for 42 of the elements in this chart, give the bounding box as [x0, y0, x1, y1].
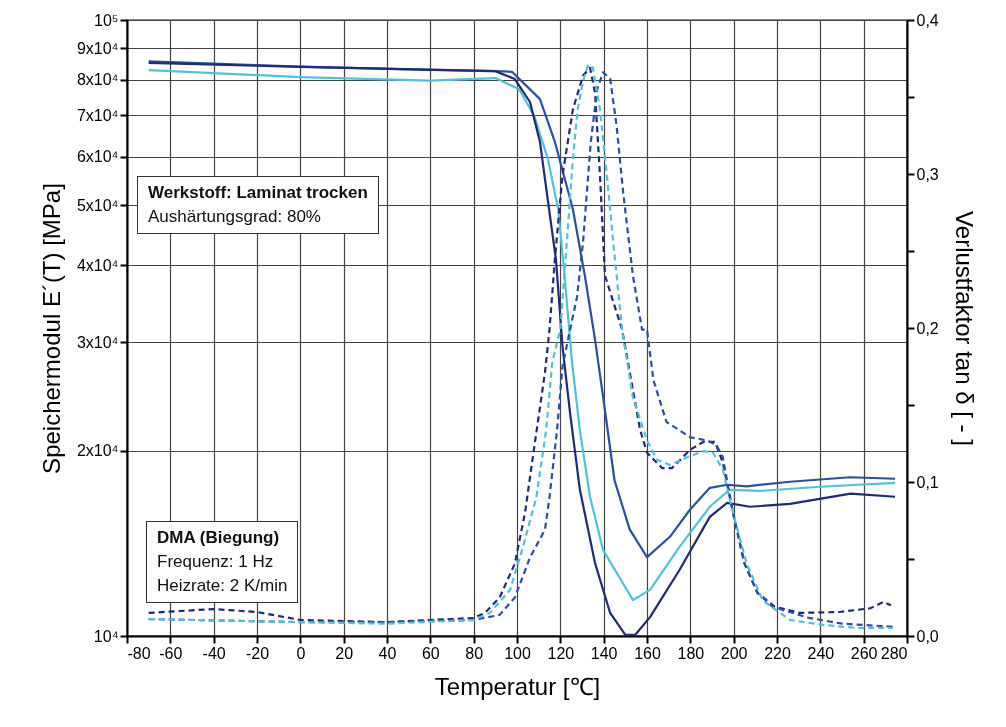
y-tick-label: 7x10⁴	[76, 106, 119, 124]
x-tick-label: 80	[465, 644, 484, 662]
y-tick-label: 4x10⁴	[76, 256, 119, 274]
y2-tick-label: 0,0	[916, 627, 939, 645]
annotation: Frequenz: 1 Hz	[157, 551, 275, 573]
x-tick-label: -80	[127, 644, 151, 662]
y-tick-label: 9x10⁴	[76, 39, 119, 57]
x-tick-label: 40	[378, 644, 397, 662]
x-tick-label: 140	[590, 644, 618, 662]
annotation: DMA (Biegung)	[157, 527, 281, 549]
y-tick-label: 8x10⁴	[76, 71, 119, 89]
x-tick-label: 60	[421, 644, 440, 662]
annotation: Aushärtungsgrad: 80%	[148, 206, 322, 228]
x-tick-label: 0	[296, 644, 306, 662]
annotation: Heizrate: 2 K/min	[157, 575, 288, 597]
x-tick-label: 240	[807, 644, 835, 662]
y-axis-title: Speichermodul E´(T) [MPa]	[37, 183, 65, 474]
y-tick-label: 5x10⁴	[76, 196, 119, 214]
x-tick-label: 200	[720, 644, 748, 662]
y-tick-label: 10⁵	[94, 11, 119, 29]
y2-tick-label: 0,3	[916, 165, 939, 183]
annotation: Werkstoff: Laminat trocken	[148, 182, 368, 204]
y-tick-label: 3x10⁴	[76, 333, 119, 351]
x-tick-label: -40	[202, 644, 226, 662]
x-tick-label: -20	[245, 644, 270, 662]
y2-tick-label: 0,4	[916, 11, 939, 29]
y-tick-label: 10⁴	[93, 627, 119, 645]
x-tick-label: 160	[634, 644, 661, 662]
y-tick-label: 2x10⁴	[76, 442, 119, 460]
x-tick-label: 120	[547, 644, 575, 662]
x-tick-label: 280	[880, 644, 908, 662]
y2-tick-label: 0,1	[916, 473, 939, 491]
y-tick-label: 6x10⁴	[76, 148, 119, 166]
x-tick-label: 100	[504, 644, 531, 662]
x-tick-label: 20	[335, 644, 354, 662]
x-tick-label: -60	[159, 644, 183, 662]
y2-axis-title: Verlustfaktor tan δ [ - ]	[950, 211, 978, 446]
y2-tick-label: 0,2	[916, 319, 939, 337]
x-tick-label: 180	[677, 644, 705, 662]
x-tick-label: 260	[850, 644, 878, 662]
x-tick-label: 220	[764, 644, 791, 662]
x-axis-title: Temperatur [℃]	[434, 672, 601, 700]
